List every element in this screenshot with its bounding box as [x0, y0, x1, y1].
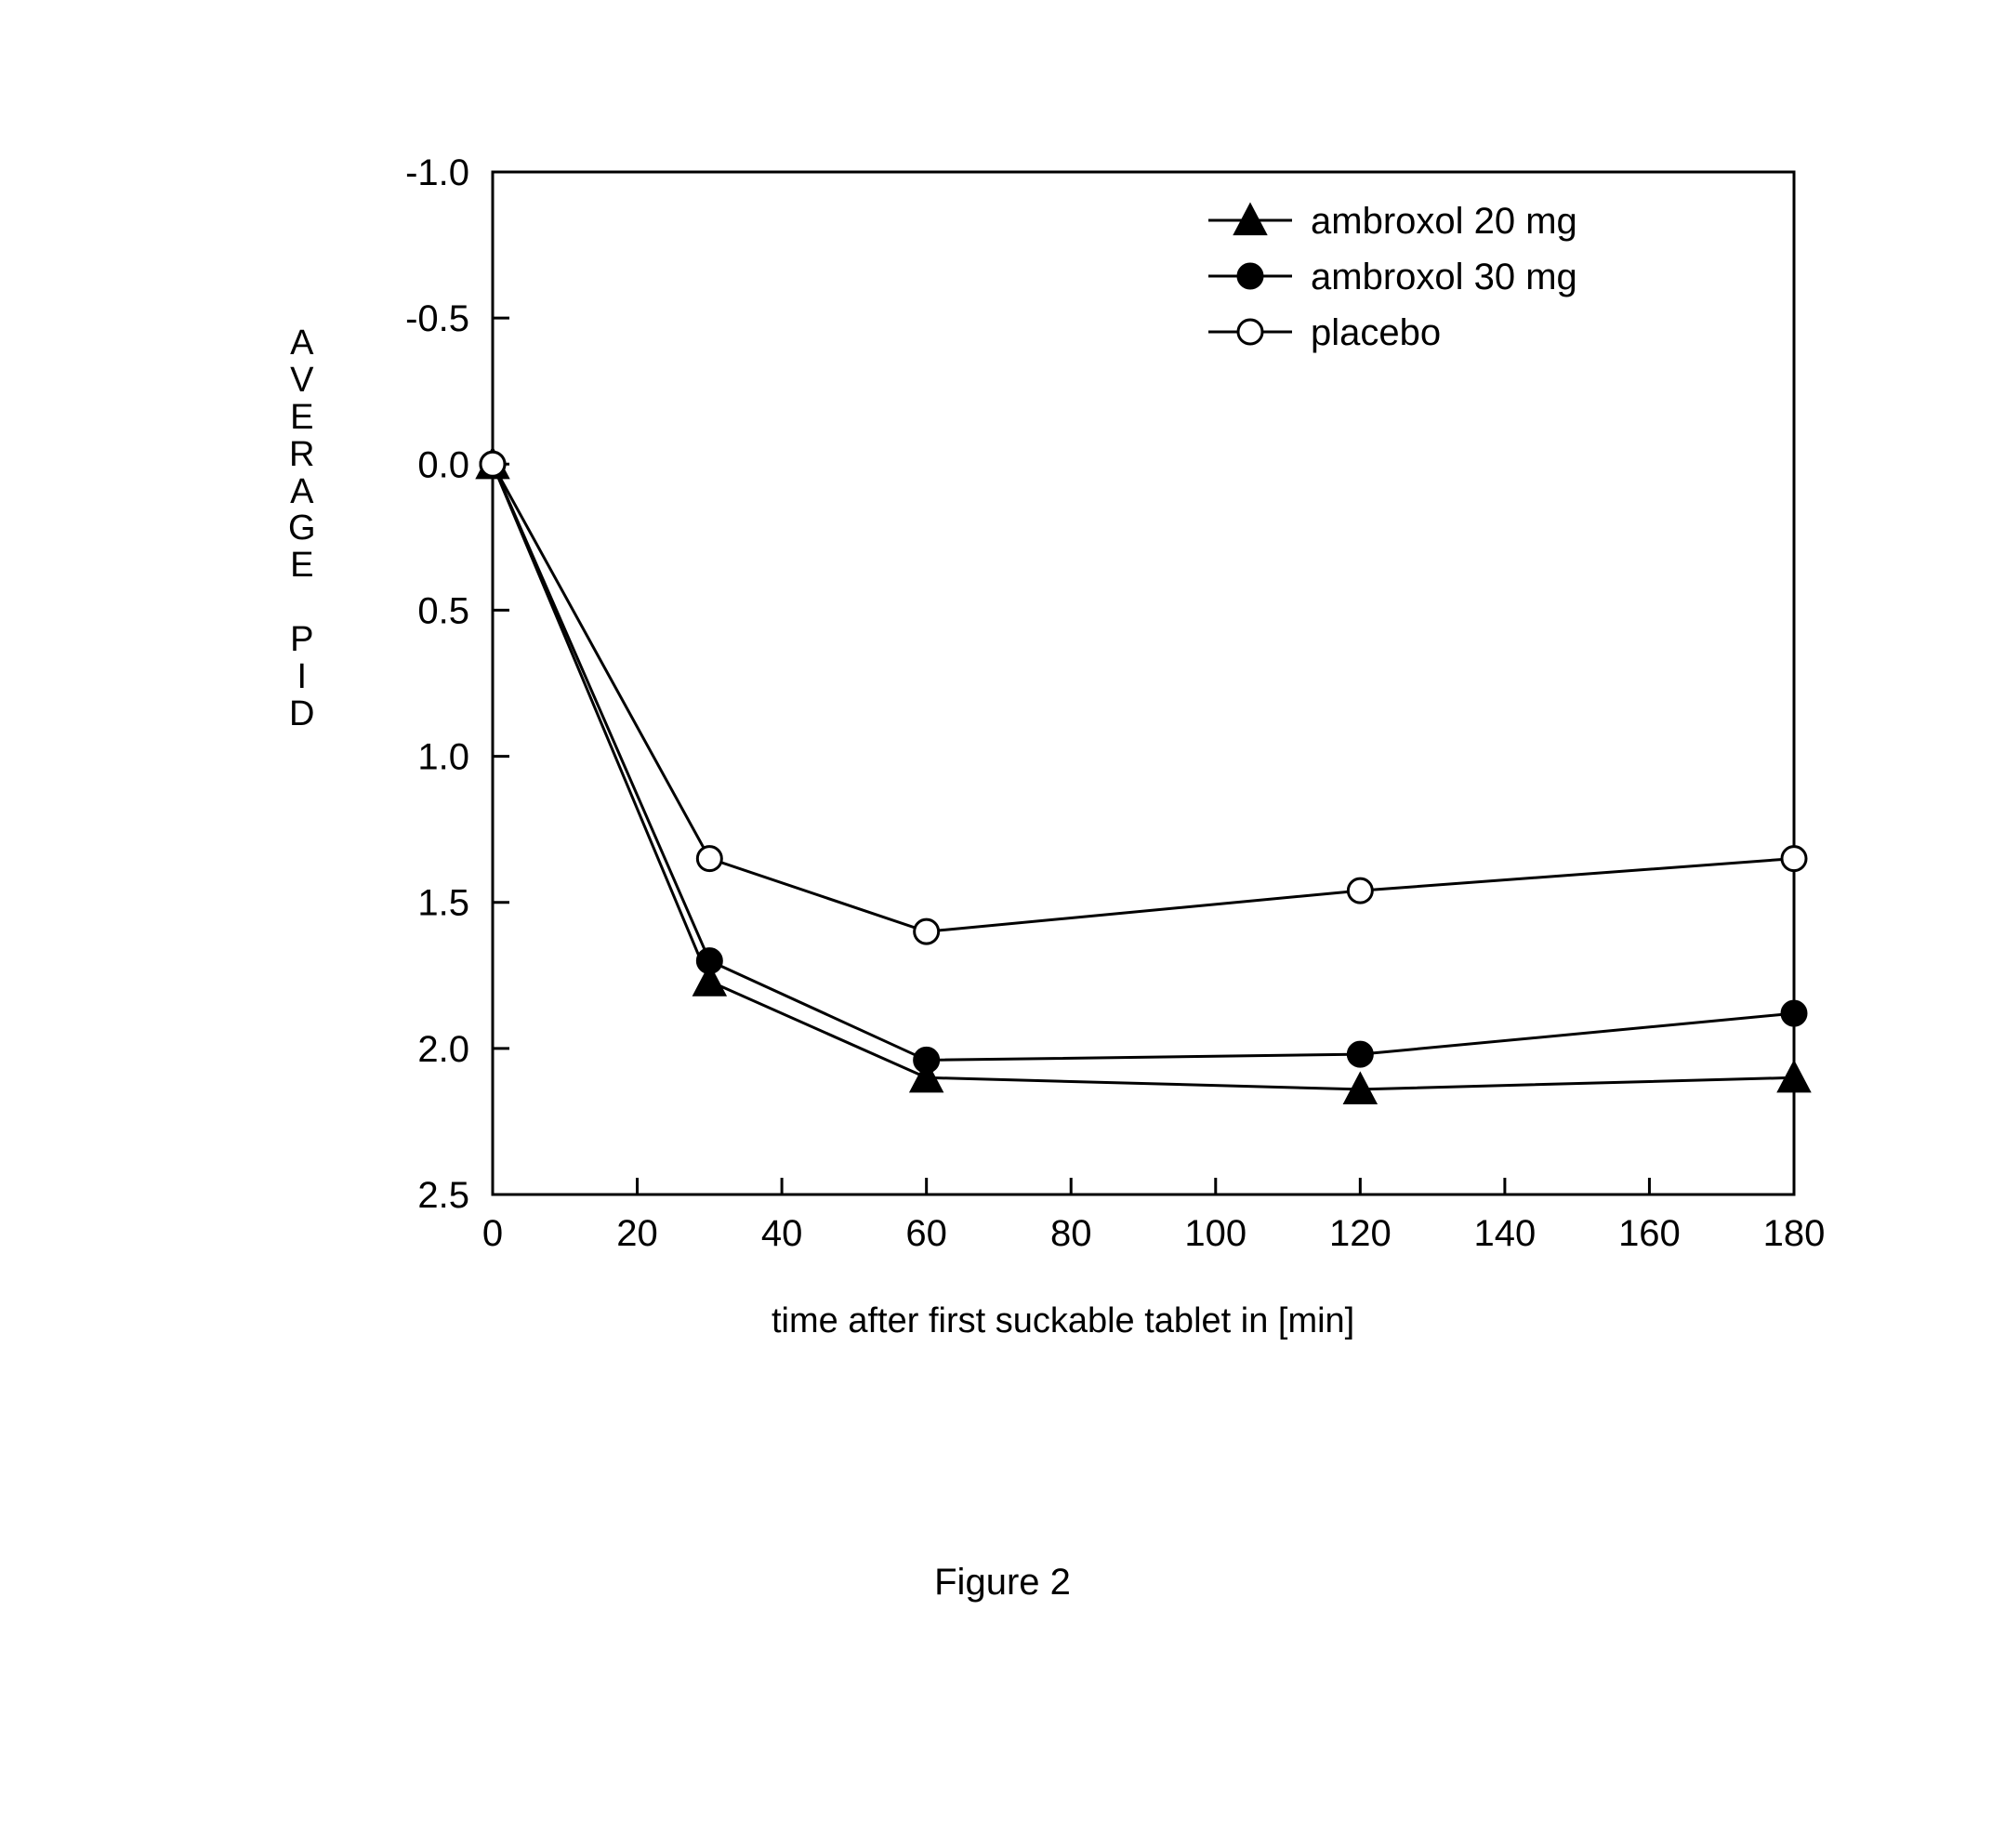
- x-tick-label: 0: [482, 1213, 503, 1254]
- data-marker: [1348, 878, 1372, 903]
- x-axis-label: time after first suckable tablet in [min…: [772, 1301, 1354, 1341]
- data-marker: [697, 847, 721, 871]
- x-tick-label: 80: [1050, 1213, 1092, 1254]
- x-tick-label: 20: [616, 1213, 658, 1254]
- data-marker: [481, 452, 505, 476]
- data-marker: [1782, 847, 1806, 871]
- x-tick-label: 160: [1618, 1213, 1681, 1254]
- series-line: [493, 464, 1794, 1060]
- data-marker: [1238, 320, 1262, 344]
- y-tick-label: -0.5: [405, 298, 469, 339]
- legend-label: ambroxol 30 mg: [1311, 257, 1577, 297]
- y-tick-label: 2.5: [417, 1175, 469, 1216]
- series-line: [493, 464, 1794, 931]
- y-tick-label: 2.0: [417, 1029, 469, 1070]
- x-tick-label: 100: [1184, 1213, 1247, 1254]
- y-tick-label: 1.0: [417, 737, 469, 778]
- legend-label: placebo: [1311, 312, 1441, 353]
- x-tick-label: 60: [905, 1213, 947, 1254]
- y-tick-label: 0.5: [417, 590, 469, 631]
- series-line: [493, 464, 1794, 1089]
- x-tick-label: 180: [1763, 1213, 1826, 1254]
- x-tick-label: 120: [1329, 1213, 1392, 1254]
- line-chart: 0 20 40 60 80 100 120 140 160 180 -1.0 -0.5 0.0 0.5 1.…: [0, 0, 2005, 1487]
- plot-border: [493, 172, 1794, 1195]
- chart-container: 0 20 40 60 80 100 120 140 160 180 -1.0 -0.5 0.0 0.5 1.…: [0, 0, 2005, 1492]
- x-tick-label: 40: [761, 1213, 803, 1254]
- y-tick-label: 0.0: [417, 444, 469, 485]
- data-marker: [1348, 1042, 1372, 1066]
- data-marker: [915, 919, 939, 944]
- data-marker: [697, 949, 721, 973]
- data-marker: [1782, 1001, 1806, 1025]
- x-tick-label: 140: [1474, 1213, 1537, 1254]
- y-tick-label: 1.5: [417, 883, 469, 924]
- figure-caption: Figure 2: [0, 1562, 2005, 1604]
- legend-label: ambroxol 20 mg: [1311, 201, 1577, 242]
- data-marker: [915, 1048, 939, 1072]
- y-tick-label: -1.0: [405, 152, 469, 193]
- data-marker: [1238, 264, 1262, 288]
